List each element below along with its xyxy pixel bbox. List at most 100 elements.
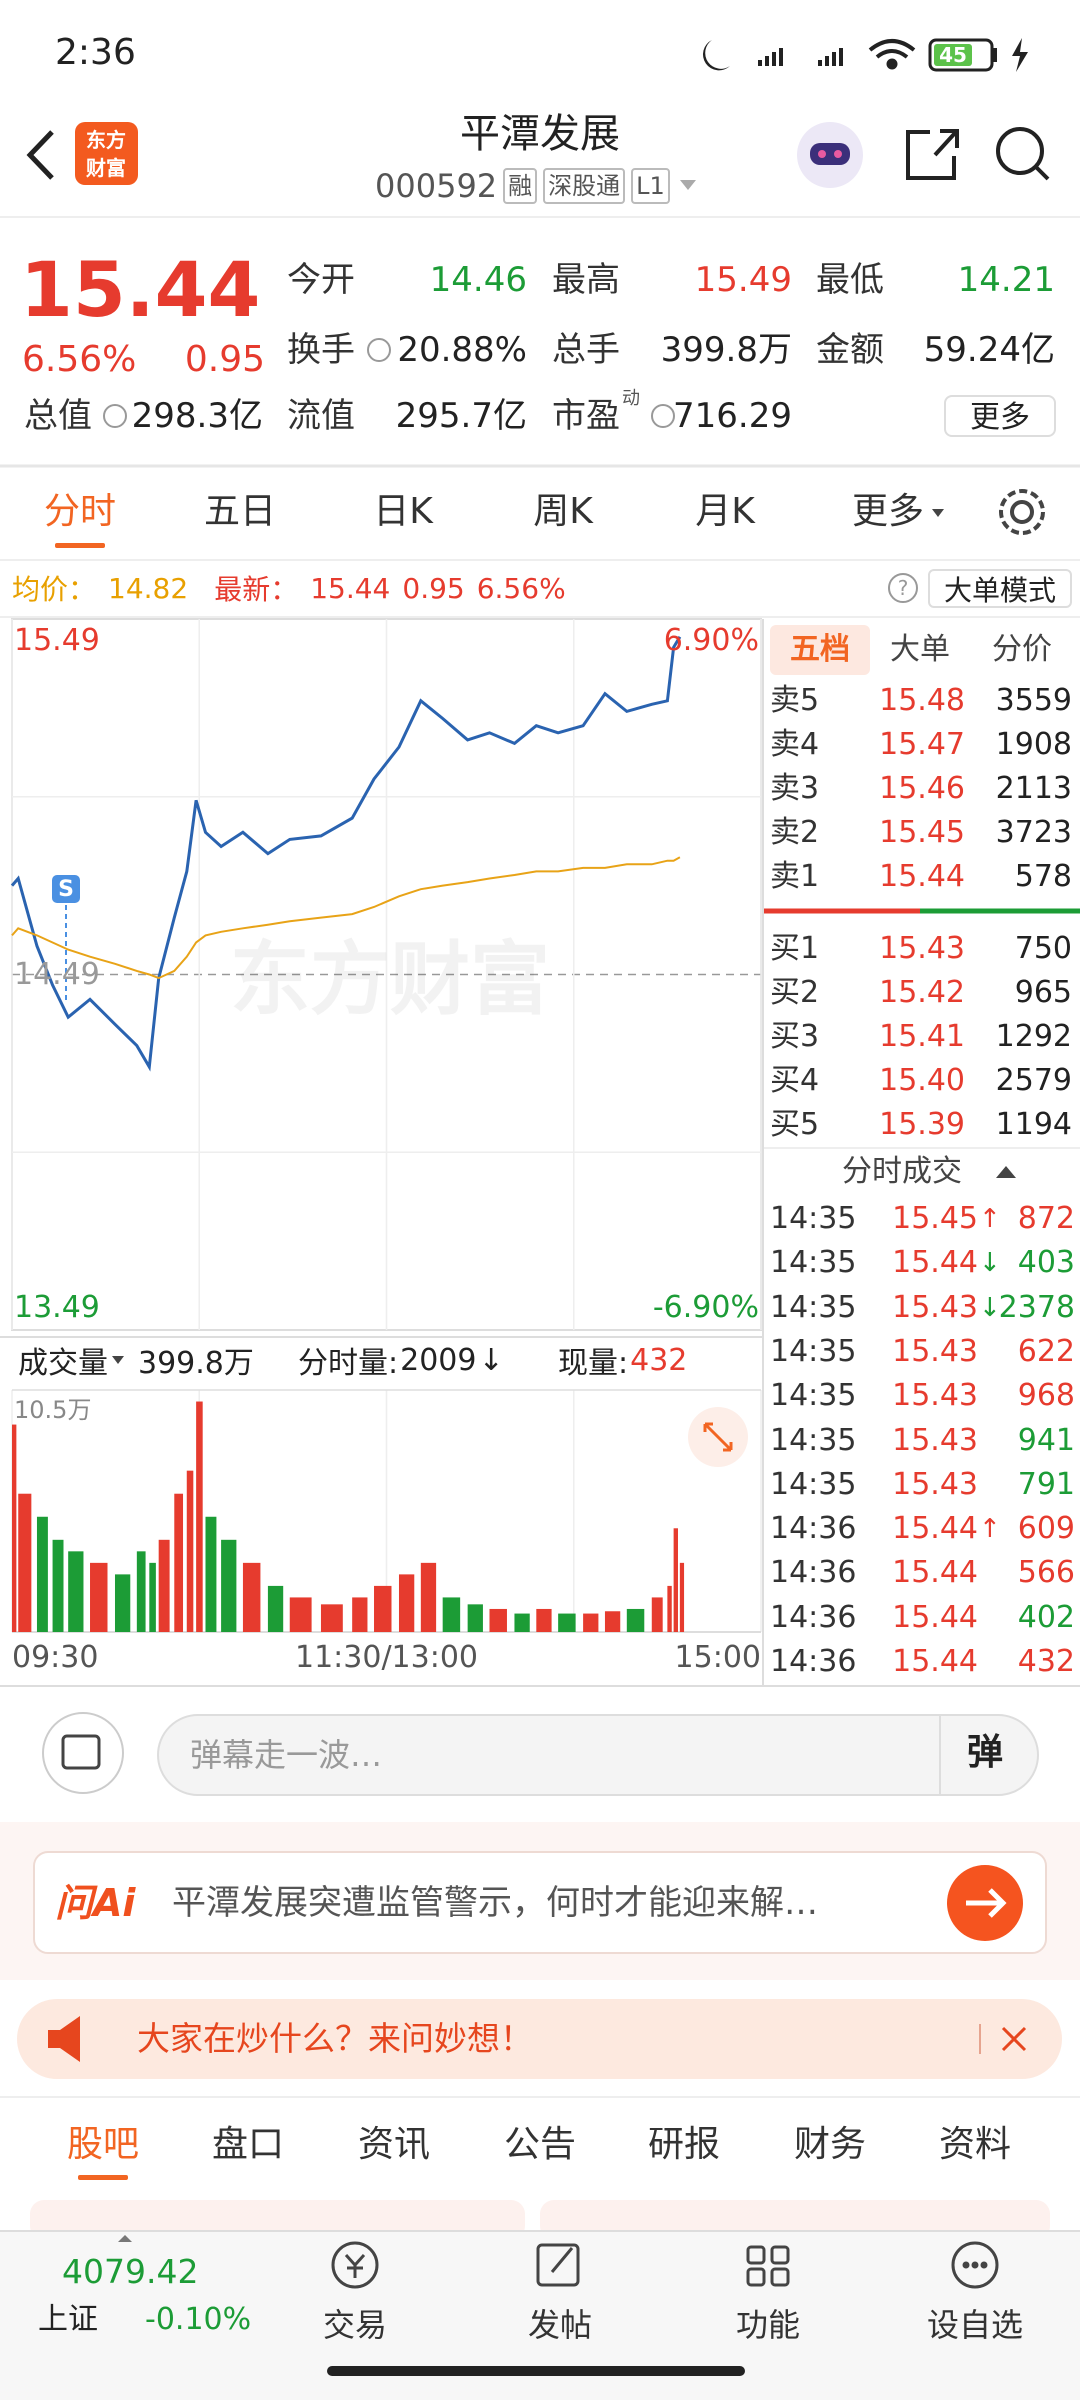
volume-bar — [420, 1562, 437, 1632]
close-icon[interactable] — [1001, 2026, 1027, 2052]
nav-item[interactable]: 发帖 — [527, 2305, 592, 2344]
tab-highlight — [770, 625, 870, 675]
stock-tag: L1 — [631, 168, 670, 204]
help-icon[interactable] — [888, 573, 918, 603]
trade-volume: 432 — [1017, 1644, 1075, 1679]
volume-total: 399.8万 — [138, 1346, 254, 1381]
collapse-caret[interactable] — [996, 1166, 1016, 1178]
trade-volume: 622 — [1017, 1333, 1075, 1369]
battery-level: 45 — [939, 43, 967, 67]
mode-button[interactable]: 大单模式 — [928, 568, 1072, 608]
share-icon[interactable] — [906, 129, 959, 180]
x-tick-label: 15:00 — [674, 1640, 761, 1675]
section-tab[interactable]: 财务 — [793, 2124, 866, 2165]
nav-item[interactable]: 设自选 — [926, 2305, 1023, 2344]
volume-bar — [679, 1562, 685, 1632]
trade-price: 15.44 — [892, 1644, 978, 1679]
help-mark[interactable]: ? — [897, 576, 909, 600]
nav-icons[interactable] — [331, 2241, 999, 2289]
trade-price: 15.44 — [892, 1511, 978, 1547]
volume-bar — [536, 1608, 552, 1632]
volume-bar — [242, 1562, 261, 1632]
back-icon[interactable] — [26, 130, 54, 180]
nav-item[interactable]: 功能 — [735, 2305, 800, 2344]
section-tab[interactable]: 资料 — [938, 2124, 1011, 2165]
chart-tab[interactable]: 更多 — [851, 491, 924, 532]
nav-item[interactable]: 交易 — [322, 2305, 387, 2344]
volume-caret — [112, 1356, 124, 1364]
x-tick-label: 09:30 — [12, 1640, 99, 1675]
avg-label: 均价： — [12, 573, 97, 606]
index-change: -0.10% — [145, 2302, 252, 2337]
price-line — [10, 636, 682, 1072]
trade-time: 14:36 — [770, 1599, 857, 1635]
section-tab[interactable]: 研报 — [647, 2124, 720, 2165]
book-label: 买2 — [770, 975, 820, 1010]
volume-bar — [289, 1597, 312, 1632]
field-value: 298.3亿 — [131, 396, 263, 436]
book-volume: 2113 — [995, 771, 1072, 806]
section-tab[interactable]: 盘口 — [211, 2124, 284, 2165]
chart-tab[interactable]: 日K — [373, 491, 433, 532]
search-icon[interactable] — [996, 127, 1050, 181]
trade-volume: 941 — [1017, 1422, 1075, 1458]
trade-price: 15.44 — [892, 1245, 978, 1281]
book-tab[interactable]: 分价 — [992, 632, 1052, 667]
danmaku-button[interactable]: 弹 — [966, 1732, 1003, 1773]
stock-name: 平潭发展 — [460, 111, 620, 157]
trade-time: 14:36 — [770, 1511, 857, 1547]
more-button[interactable]: 更多 — [944, 395, 1056, 437]
field-value: 399.8万 — [660, 330, 792, 370]
field-value: 716.29 — [673, 396, 792, 436]
volume-bar — [68, 1551, 84, 1632]
trade-price: 15.45 — [892, 1201, 978, 1236]
trade-arrow: ↓ — [979, 1292, 1001, 1323]
ai-question[interactable]: 平潭发展突遭监管警示，何时才能迎来解… — [172, 1883, 818, 1923]
banner[interactable] — [17, 1999, 1062, 2079]
ai-brand: 问Ai — [55, 1880, 136, 1925]
trade-volume: 872 — [1017, 1201, 1075, 1236]
chart-tab[interactable]: 五日 — [203, 491, 276, 532]
volume-bar — [136, 1551, 146, 1632]
trade-price: 15.43 — [892, 1378, 978, 1414]
comment-input[interactable] — [157, 1714, 1039, 1796]
volume-bar — [149, 1562, 156, 1632]
trade-time: 14:36 — [770, 1555, 857, 1591]
volume-bar — [558, 1613, 576, 1632]
book-tab[interactable]: 大单 — [890, 632, 950, 667]
field-label: 最低 — [816, 260, 884, 300]
trade-time: 14:35 — [770, 1201, 857, 1236]
volume-bar — [186, 1470, 194, 1632]
comment-icon[interactable] — [42, 1712, 124, 1794]
price-line — [11, 856, 681, 980]
home-indicator — [327, 2366, 745, 2376]
section-tab[interactable]: 公告 — [503, 2124, 576, 2165]
section-tab[interactable]: 股吧 — [66, 2124, 139, 2165]
banner-text[interactable]: 大家在炒什么？来问妙想！ — [137, 2019, 533, 2058]
trade-arrow: ↓ — [979, 1248, 1001, 1279]
last-price: 15.44 — [310, 571, 391, 605]
book-price: 15.46 — [879, 771, 965, 806]
chart-tab[interactable]: 周K — [533, 491, 593, 532]
field-label: 流值 — [287, 396, 355, 436]
comment-placeholder[interactable]: 弹幕走一波… — [190, 1735, 383, 1774]
book-volume: 2579 — [995, 1063, 1072, 1098]
book-tab[interactable]: 五档 — [790, 632, 850, 667]
expand-icon[interactable] — [688, 1407, 748, 1467]
now-label: 现量: — [558, 1346, 629, 1381]
minute-label: 分时量: — [298, 1346, 399, 1381]
robot-icon[interactable] — [797, 122, 863, 188]
logo-text: 东方 — [86, 128, 126, 152]
section-tab[interactable]: 资讯 — [357, 2124, 430, 2165]
book-price: 15.47 — [879, 727, 965, 762]
trade-time: 14:35 — [770, 1333, 857, 1369]
chart-tab[interactable]: 月K — [695, 491, 755, 532]
trade-price: 15.44 — [892, 1599, 978, 1635]
ai-card[interactable] — [33, 1851, 1047, 1954]
ai-go-button[interactable] — [947, 1865, 1023, 1941]
volume-bar — [12, 1424, 17, 1632]
minute-arrow: ↓ — [478, 1342, 504, 1378]
index-value[interactable]: 4079.42 — [62, 2252, 199, 2291]
chart-tab[interactable]: 分时 — [43, 491, 116, 532]
settings-icon[interactable] — [999, 489, 1045, 535]
